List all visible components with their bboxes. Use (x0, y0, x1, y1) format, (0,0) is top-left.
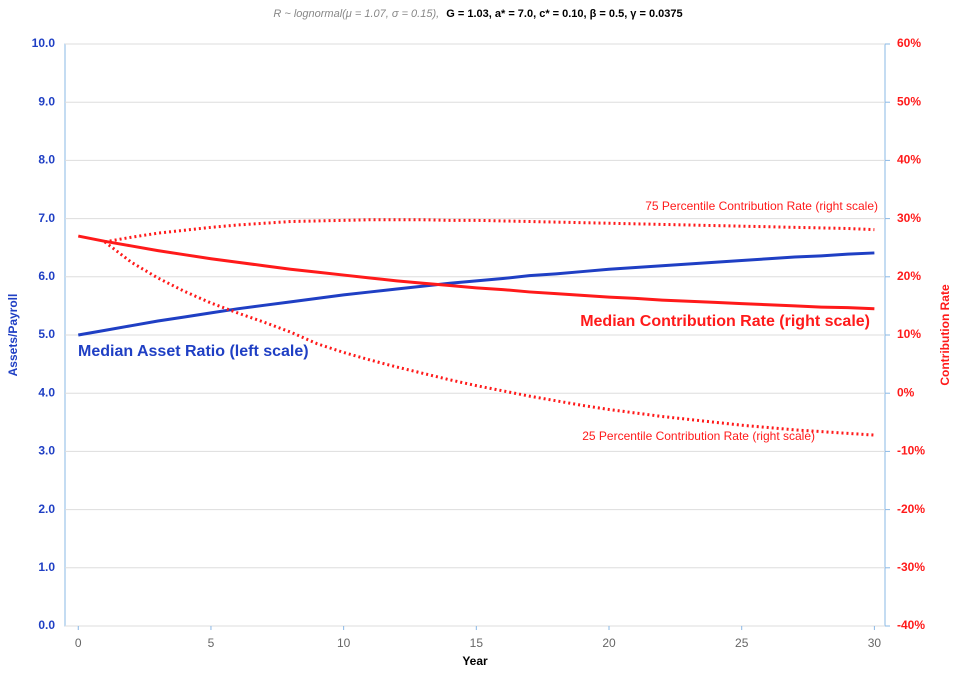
y-tick-label: 3.0 (38, 444, 55, 458)
y2-tick-label: -20% (897, 502, 925, 516)
y-tick-label: 7.0 (38, 211, 55, 225)
series-label: Median Contribution Rate (right scale) (580, 313, 870, 330)
title-distribution: R ~ lognormal(μ = 1.07, σ = 0.15), (273, 8, 439, 20)
series-label: 25 Percentile Contribution Rate (right s… (582, 429, 815, 443)
x-tick-label: 20 (602, 636, 616, 650)
x-tick-label: 15 (470, 636, 484, 650)
x-tick-label: 10 (337, 636, 351, 650)
x-tick-label: 5 (208, 636, 215, 650)
y-tick-label: 0.0 (38, 618, 55, 632)
y-tick-label: 6.0 (38, 269, 55, 283)
x-tick-label: 0 (75, 636, 82, 650)
series-line (104, 218, 875, 244)
y-tick-label: 1.0 (38, 560, 55, 574)
series-line (103, 240, 875, 437)
y2-tick-label: 40% (897, 153, 921, 167)
y2-tick-label: 50% (897, 94, 921, 108)
series-label: 75 Percentile Contribution Rate (right s… (645, 199, 878, 213)
y2-tick-label: 10% (897, 327, 921, 341)
y2-tick-label: 0% (897, 385, 915, 399)
y-tick-label: 4.0 (38, 385, 55, 399)
y-tick-label: 2.0 (38, 502, 55, 516)
x-tick-label: 25 (735, 636, 749, 650)
chart-title: R ~ lognormal(μ = 1.07, σ = 0.15), G = 1… (273, 8, 682, 20)
y-tick-label: 5.0 (38, 327, 55, 341)
y-tick-label: 9.0 (38, 94, 55, 108)
x-axis-label: Year (462, 654, 488, 668)
y2-tick-label: -30% (897, 560, 925, 574)
y2-tick-label: 30% (897, 211, 921, 225)
series-line (77, 234, 875, 311)
y-tick-label: 8.0 (38, 153, 55, 167)
y2-tick-label: 20% (897, 269, 921, 283)
x-tick-label: 30 (868, 636, 882, 650)
y2-tick-label: 60% (897, 36, 921, 50)
series-line (78, 251, 875, 337)
title-parameters: G = 1.03, a* = 7.0, c* = 0.10, β = 0.5, … (446, 8, 682, 20)
y2-axis-label: Contribution Rate (938, 284, 952, 386)
series-label: Median Asset Ratio (left scale) (78, 343, 309, 360)
y-axis-label: Assets/Payroll (6, 294, 20, 377)
y2-tick-label: -10% (897, 444, 925, 458)
y2-tick-label: -40% (897, 618, 925, 632)
y-tick-label: 10.0 (32, 36, 56, 50)
